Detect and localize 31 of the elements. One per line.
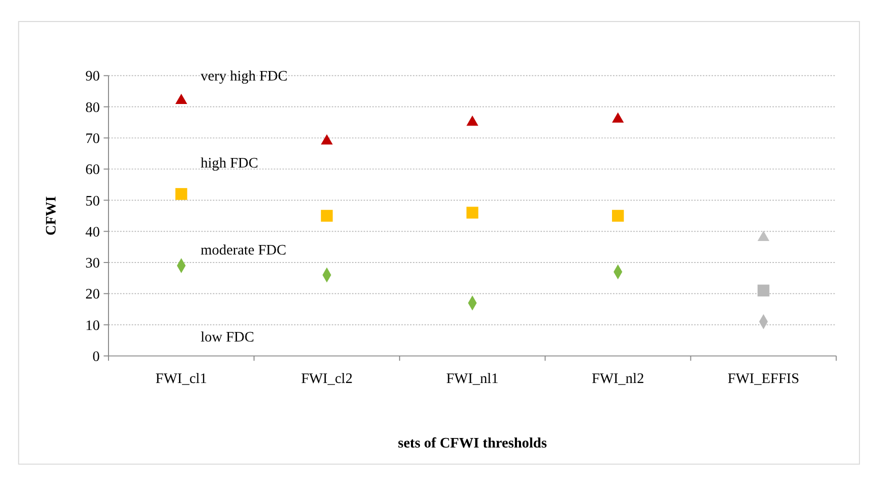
annotation: low FDC bbox=[200, 330, 254, 346]
annotation: moderate FDC bbox=[200, 242, 286, 259]
y-tick-label: 60 bbox=[85, 162, 100, 178]
x-tick-label: FWI_EFFIS bbox=[728, 370, 800, 387]
point bbox=[320, 210, 333, 222]
point bbox=[758, 284, 770, 296]
x-tick-label: FWI_cl1 bbox=[156, 370, 208, 387]
y-tick-label: 80 bbox=[85, 100, 100, 116]
y-tick-label: 20 bbox=[85, 286, 100, 303]
y-tick-label: 50 bbox=[85, 193, 100, 210]
point bbox=[758, 230, 770, 242]
y-tick-label: 0 bbox=[92, 349, 100, 365]
point bbox=[320, 134, 333, 144]
annotation: high FDC bbox=[200, 156, 258, 172]
y-tick-label: 70 bbox=[85, 131, 100, 148]
y-tick-label: 10 bbox=[85, 318, 100, 334]
point bbox=[466, 116, 478, 126]
y-tick-label: 90 bbox=[85, 68, 100, 85]
y-tick-label: 40 bbox=[85, 224, 100, 240]
x-tick-label: FWI_nl1 bbox=[446, 370, 499, 387]
point bbox=[466, 206, 478, 219]
point bbox=[612, 112, 624, 123]
x-tick-label: FWI_nl2 bbox=[592, 370, 644, 387]
annotation: very high FDC bbox=[200, 68, 288, 85]
x-axis-title: sets of CFWI thresholds bbox=[398, 436, 548, 452]
x-tick-label: FWI_cl2 bbox=[301, 370, 353, 387]
y-tick-label: 30 bbox=[85, 256, 100, 272]
point bbox=[175, 188, 188, 200]
point bbox=[612, 210, 624, 222]
y-axis-title: CFWI bbox=[43, 196, 60, 236]
point bbox=[175, 94, 188, 104]
